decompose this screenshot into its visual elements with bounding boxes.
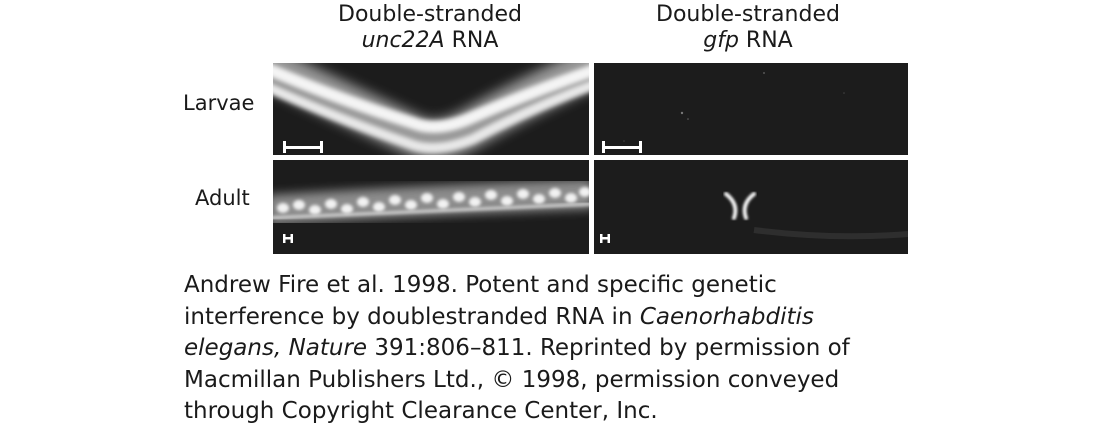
citation-line-2: interference by doublestranded RNA in Ca… — [184, 302, 1084, 334]
scale-bar — [283, 141, 323, 153]
column-header-line1: Double-stranded — [338, 2, 522, 27]
citation-line-2-text: interference by doublestranded RNA in — [184, 303, 640, 330]
citation-line-3: elegans, Nature 391:806–811. Reprinted b… — [184, 333, 1084, 365]
column-header-gfp: Double-stranded gfp RNA — [588, 2, 908, 54]
worm-fluorescence — [273, 63, 589, 155]
citation-line-1: Andrew Fire et al. 1998. Potent and spec… — [184, 272, 777, 298]
gene-name-gfp: gfp — [703, 28, 739, 53]
micrograph-larvae-gfp — [594, 63, 908, 155]
micrograph-adult-gfp — [594, 160, 908, 254]
vulval-fluorescence — [724, 192, 756, 220]
column-header-line2: gfp RNA — [588, 28, 908, 54]
column-header-suffix: RNA — [444, 28, 499, 53]
column-header-line2: unc22A RNA — [270, 28, 590, 54]
scale-bar — [283, 234, 293, 243]
citation-species-genus: Caenorhabditis — [639, 303, 814, 330]
faint-body-outline — [753, 227, 908, 240]
citation-line-5: through Copyright Clearance Center, Inc. — [184, 398, 658, 424]
column-header-unc22a: Double-stranded unc22A RNA — [270, 2, 590, 54]
column-header-suffix: RNA — [738, 28, 793, 53]
figure-citation: Andrew Fire et al. 1998. Potent and spec… — [184, 270, 1084, 428]
column-header-line1: Double-stranded — [656, 2, 840, 27]
worm-fluorescence — [273, 179, 589, 225]
scale-bar — [600, 234, 610, 243]
micrograph-larvae-unc22a — [273, 63, 589, 155]
scale-bar — [602, 141, 642, 153]
row-label-larvae: Larvae — [183, 91, 255, 115]
background-speckles — [623, 72, 845, 142]
citation-line-3-text: 391:806–811. Reprinted by permission of — [367, 335, 850, 361]
gene-name-unc22a: unc22A — [361, 28, 445, 53]
row-label-adult: Adult — [195, 186, 250, 210]
citation-species-journal: elegans, Nature — [184, 335, 368, 361]
citation-line-4: Macmillan Publishers Ltd., © 1998, permi… — [184, 366, 840, 393]
micrograph-adult-unc22a — [273, 160, 589, 254]
